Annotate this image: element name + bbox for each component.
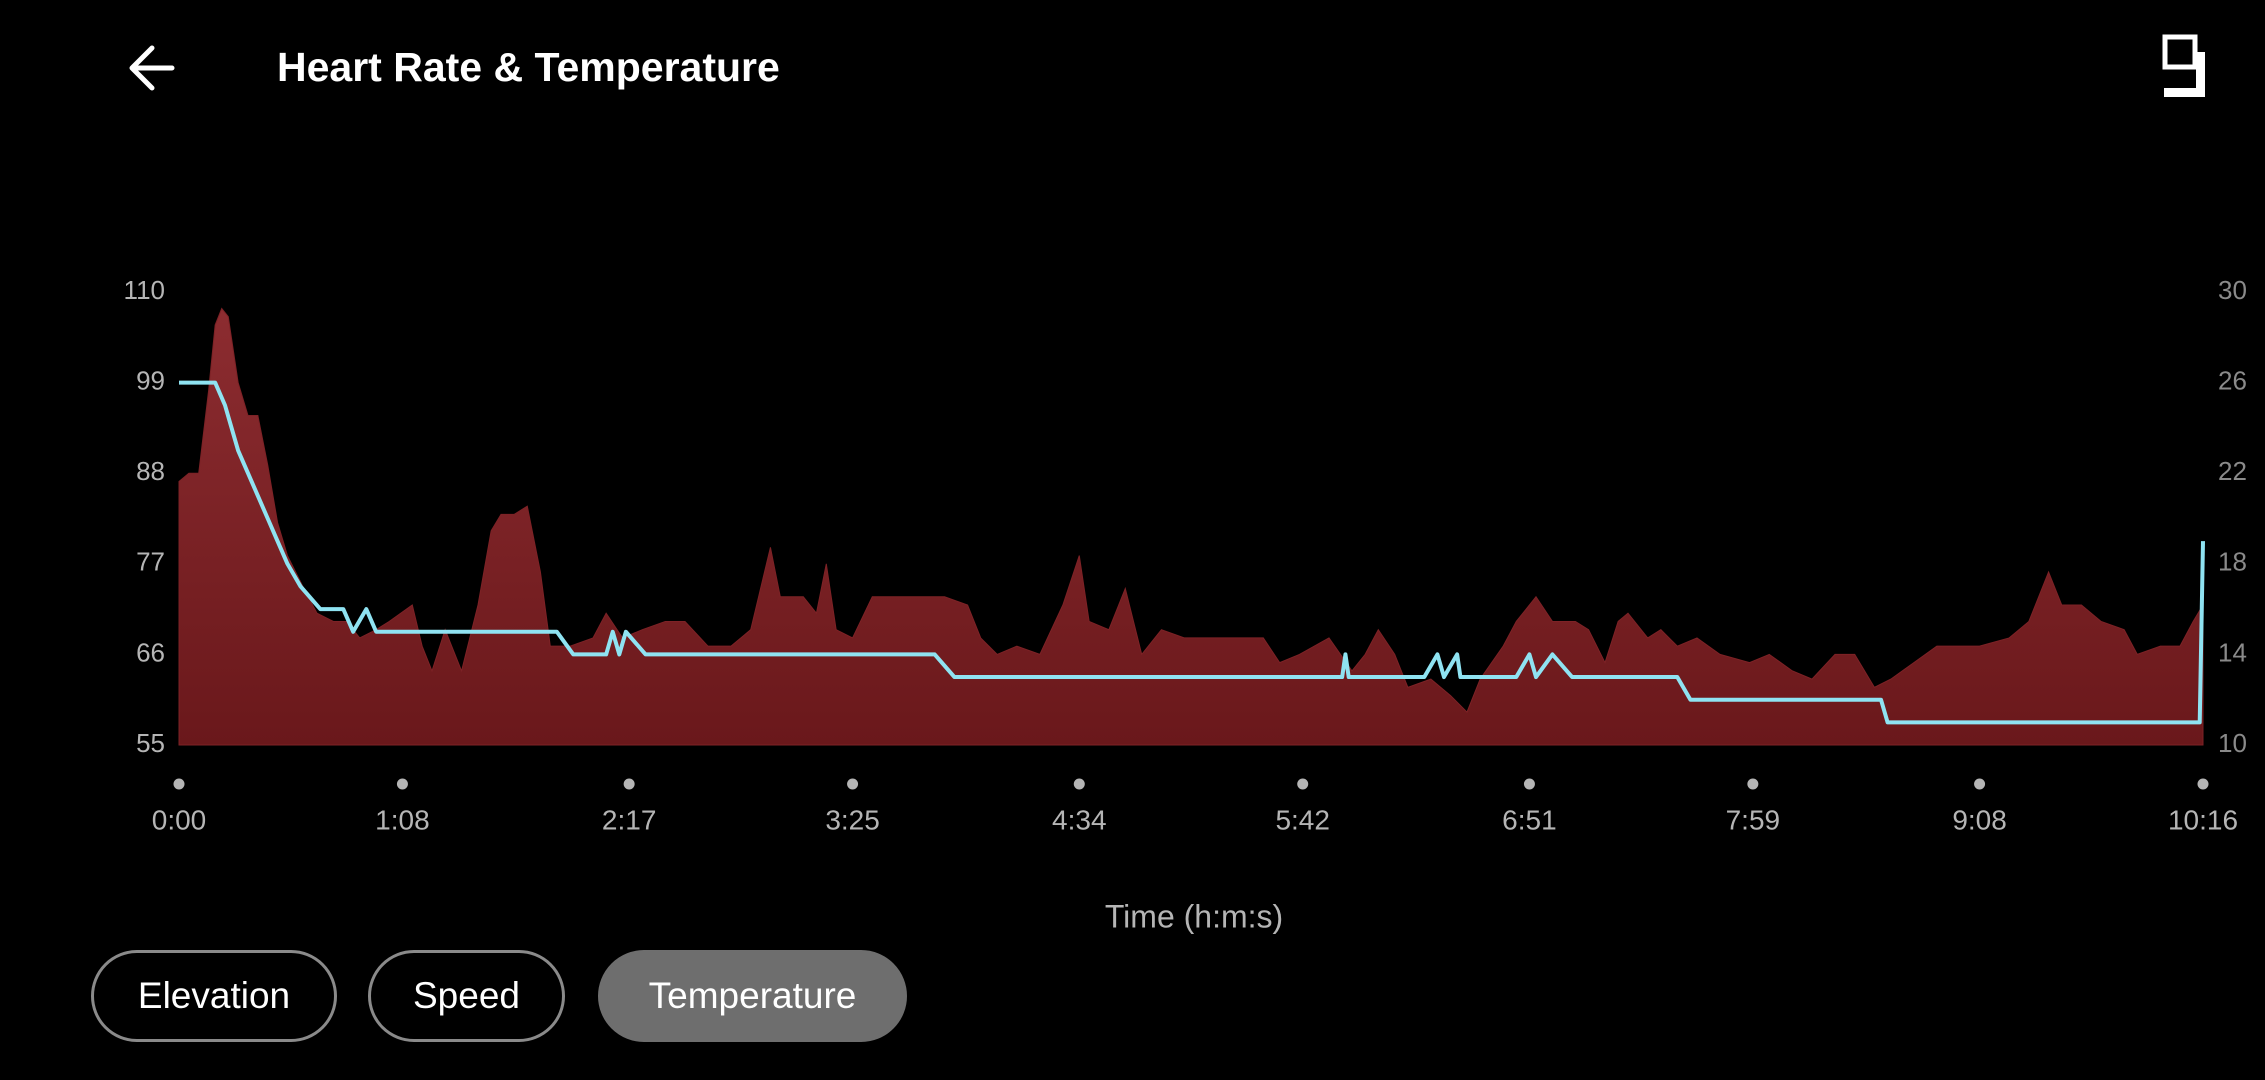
x-tick-dot bbox=[1747, 778, 1759, 790]
x-tick-label: 6:51 bbox=[1502, 804, 1557, 835]
y2-tick-label: 30 bbox=[2218, 275, 2247, 305]
y-tick-label: 66 bbox=[136, 637, 165, 667]
x-tick-dot bbox=[173, 778, 185, 790]
filter-button[interactable]: Temperature bbox=[598, 950, 907, 1042]
x-tick-dot bbox=[2197, 778, 2209, 790]
y2-tick-label: 18 bbox=[2218, 547, 2247, 577]
back-button[interactable] bbox=[129, 45, 175, 91]
x-tick-label: 10:16 bbox=[2168, 804, 2238, 835]
x-tick-label: 2:17 bbox=[602, 804, 657, 835]
temperature-line bbox=[179, 380, 2205, 725]
x-tick-label: 1:08 bbox=[375, 804, 430, 835]
y2-tick-label: 10 bbox=[2218, 728, 2247, 758]
x-tick-label: 4:34 bbox=[1052, 804, 1107, 835]
x-tick-dot bbox=[1073, 778, 1085, 790]
x-tick-label: 0:00 bbox=[152, 804, 207, 835]
x-tick-dot bbox=[1523, 778, 1535, 790]
x-tick-label: 9:08 bbox=[1952, 804, 2007, 835]
x-tick-dot bbox=[847, 778, 859, 790]
x-tick-label: 3:25 bbox=[825, 804, 880, 835]
x-axis-label: Time (h:m:s) bbox=[1105, 898, 1283, 934]
x-tick-label: 7:59 bbox=[1726, 804, 1781, 835]
y-tick-label: 110 bbox=[124, 275, 165, 305]
screen-title: Heart Rate & Temperature bbox=[277, 44, 780, 90]
y-tick-label: 88 bbox=[136, 456, 165, 486]
y2-tick-label: 22 bbox=[2218, 456, 2247, 486]
x-tick-dot bbox=[396, 778, 408, 790]
expand-button[interactable] bbox=[2162, 34, 2205, 97]
y2-tick-label: 14 bbox=[2218, 637, 2247, 667]
x-tick-dot bbox=[1974, 778, 1986, 790]
heart-rate-area bbox=[178, 307, 2204, 746]
y2-tick-label: 26 bbox=[2218, 365, 2247, 395]
x-tick-dot bbox=[1297, 778, 1309, 790]
y-tick-label: 55 bbox=[136, 728, 165, 758]
filter-button[interactable]: Speed bbox=[368, 950, 565, 1042]
y-tick-label: 99 bbox=[136, 365, 165, 395]
x-tick-dot bbox=[623, 778, 635, 790]
x-tick-label: 5:42 bbox=[1275, 804, 1330, 835]
y-tick-label: 77 bbox=[136, 547, 165, 577]
filter-button[interactable]: Elevation bbox=[91, 950, 337, 1042]
